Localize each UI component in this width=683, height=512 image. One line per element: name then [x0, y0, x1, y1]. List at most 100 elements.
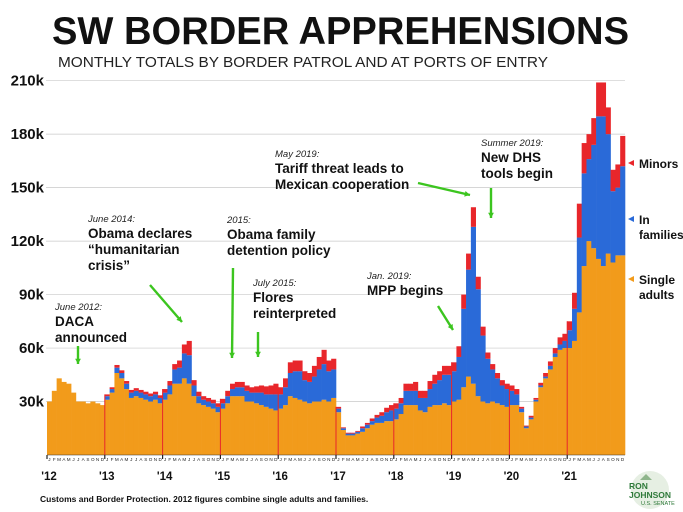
bar-segment-in-families: [494, 378, 501, 404]
bar-segment-in-families: [109, 389, 115, 393]
bar-segment-single-adults: [278, 408, 284, 455]
bar-segment-minors: [600, 82, 607, 117]
bar-segment-minors: [350, 432, 356, 434]
month-tick-label: J: [419, 457, 421, 462]
svg-text:JOHNSON: JOHNSON: [629, 490, 671, 500]
month-tick-label: M: [587, 457, 591, 462]
bar-segment-in-families: [191, 385, 197, 397]
bar-segment-in-families: [205, 401, 212, 407]
bar-segment-in-families: [292, 371, 298, 398]
bar-segment-minors: [230, 383, 236, 390]
bar-segment-single-adults: [557, 349, 563, 455]
bar-segment-in-families: [413, 390, 419, 406]
annotation-text: Mexican cooperation: [275, 177, 409, 192]
bar-segment-minors: [157, 395, 163, 398]
annotation-date: June 2014:: [87, 214, 135, 225]
month-tick-label: J: [477, 457, 479, 462]
bar-segment-single-adults: [230, 396, 236, 455]
bar-segment-single-adults: [254, 403, 260, 455]
annotation-date: July 2015:: [252, 278, 297, 289]
annotation-date: Jan. 2019:: [366, 271, 412, 282]
year-label: '18: [388, 471, 404, 483]
bar-segment-minors: [167, 381, 173, 386]
bar-segment-minors: [210, 399, 216, 404]
month-tick-label: O: [322, 457, 326, 462]
source-note: Customs and Border Protection. 2012 figu…: [40, 494, 368, 504]
bars: [47, 82, 626, 455]
month-tick-label: J: [193, 457, 195, 462]
bar-segment-in-families: [475, 289, 481, 397]
bar-segment-in-families: [350, 433, 356, 436]
bar-segment-minors: [557, 337, 563, 345]
month-tick-label: J: [511, 457, 513, 462]
bar-segment-minors: [278, 387, 284, 395]
bar-segment-single-adults: [576, 312, 582, 455]
month-tick-label: A: [525, 457, 529, 462]
bar-segment-minors: [297, 360, 303, 372]
month-tick-label: J: [188, 457, 190, 462]
bar-segment-in-families: [360, 428, 366, 432]
bar-segment-in-families: [181, 353, 187, 379]
bar-segment-in-families: [133, 390, 139, 397]
bar-segment-single-adults: [321, 399, 327, 455]
bar-segment-single-adults: [51, 390, 57, 455]
month-tick-label: S: [144, 457, 147, 462]
bar-segment-single-adults: [283, 405, 289, 455]
bar-segment-single-adults: [302, 401, 308, 455]
month-tick-label: A: [236, 457, 240, 462]
bar-segment-single-adults: [340, 430, 346, 455]
month-tick-label: N: [385, 457, 388, 462]
month-tick-label: J: [597, 457, 599, 462]
bar-segment-in-families: [451, 371, 457, 402]
bar-segment-single-adults: [181, 378, 187, 455]
month-tick-label: O: [91, 457, 95, 462]
bar-segment-in-families: [432, 383, 438, 406]
month-tick-label: O: [264, 457, 268, 462]
month-tick-label: S: [549, 457, 552, 462]
month-tick-label: O: [438, 457, 442, 462]
bar-segment-single-adults: [177, 383, 183, 455]
bar-segment-single-adults: [456, 399, 462, 455]
bar-segment-in-families: [572, 308, 578, 341]
bar-segment-single-adults: [379, 422, 385, 455]
month-tick-label: D: [390, 457, 394, 462]
bar-segment-single-adults: [95, 403, 101, 455]
month-tick-label: M: [298, 457, 302, 462]
bar-segment-minors: [249, 387, 255, 393]
bar-segment-in-families: [340, 428, 346, 431]
bar-segment-single-adults: [581, 266, 587, 455]
bar-segment-minors: [417, 390, 423, 398]
month-tick-label: F: [515, 457, 518, 462]
bar-segment-minors: [605, 107, 611, 135]
bar-segment-single-adults: [273, 410, 279, 455]
bar-segment-minors: [152, 391, 159, 395]
bar-segment-minors: [244, 385, 250, 391]
month-tick-label: M: [414, 457, 418, 462]
bar-segment-in-families: [201, 399, 207, 406]
bar-segment-minors: [393, 403, 399, 409]
month-tick-label: N: [212, 457, 215, 462]
bar-segment-in-families: [311, 376, 318, 402]
bar-segment-minors: [408, 383, 414, 391]
bar-segment-single-adults: [446, 405, 452, 455]
bar-segment-in-families: [605, 134, 611, 254]
legend-swatch: [628, 160, 634, 166]
bar-segment-single-adults: [114, 373, 120, 455]
month-tick-label: J: [164, 457, 166, 462]
month-tick-label: J: [48, 457, 50, 462]
bar-segment-in-families: [586, 159, 592, 242]
bar-segment-single-adults: [485, 403, 491, 455]
bar-segment-single-adults: [119, 378, 125, 455]
bar-segment-single-adults: [413, 405, 419, 455]
bar-segment-single-adults: [427, 406, 433, 455]
bar-segment-in-families: [157, 397, 163, 404]
bar-segment-single-adults: [205, 406, 212, 455]
bar-segment-minors: [596, 82, 602, 117]
bar-segment-minors: [615, 164, 621, 188]
bar-segment-single-adults: [172, 383, 178, 455]
bar-segment-minors: [148, 393, 154, 397]
bar-segment-minors: [307, 373, 313, 382]
bar-segment-single-adults: [191, 396, 197, 455]
month-tick-label: A: [62, 457, 66, 462]
